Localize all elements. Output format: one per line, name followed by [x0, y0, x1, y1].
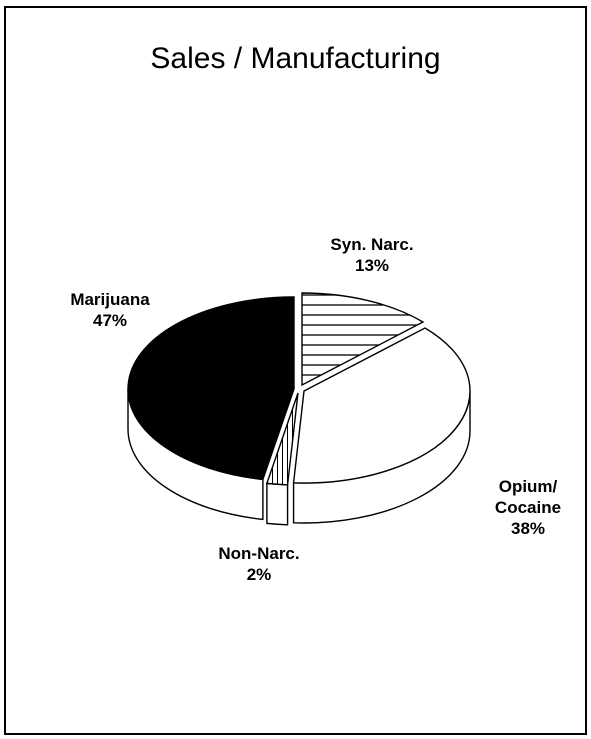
slice-value-marijuana: 47%	[93, 311, 127, 330]
pie-slice-marijuana	[127, 296, 295, 481]
slice-value-non-narc: 2%	[247, 565, 272, 584]
pie-slice-syn-narc	[301, 292, 425, 387]
chart-frame: Sales / Manufacturing	[4, 6, 587, 735]
slice-value-opium-cocaine: 38%	[511, 519, 545, 538]
pie-side-non-narc	[266, 482, 289, 526]
pie-slice-non-narc	[265, 392, 299, 486]
pie-slice-opium-cocaine	[292, 327, 471, 484]
slice-value-syn-narc: 13%	[355, 256, 389, 275]
slice-label-non-narc: Non-Narc. 2%	[218, 544, 299, 584]
slice-label-syn-narc: Syn. Narc. 13%	[330, 235, 413, 275]
slice-label-marijuana: Marijuana 47%	[70, 290, 150, 330]
slice-label-opium-cocaine: Opium/Cocaine 38%	[495, 477, 561, 538]
chart-title: Sales / Manufacturing	[150, 42, 441, 75]
